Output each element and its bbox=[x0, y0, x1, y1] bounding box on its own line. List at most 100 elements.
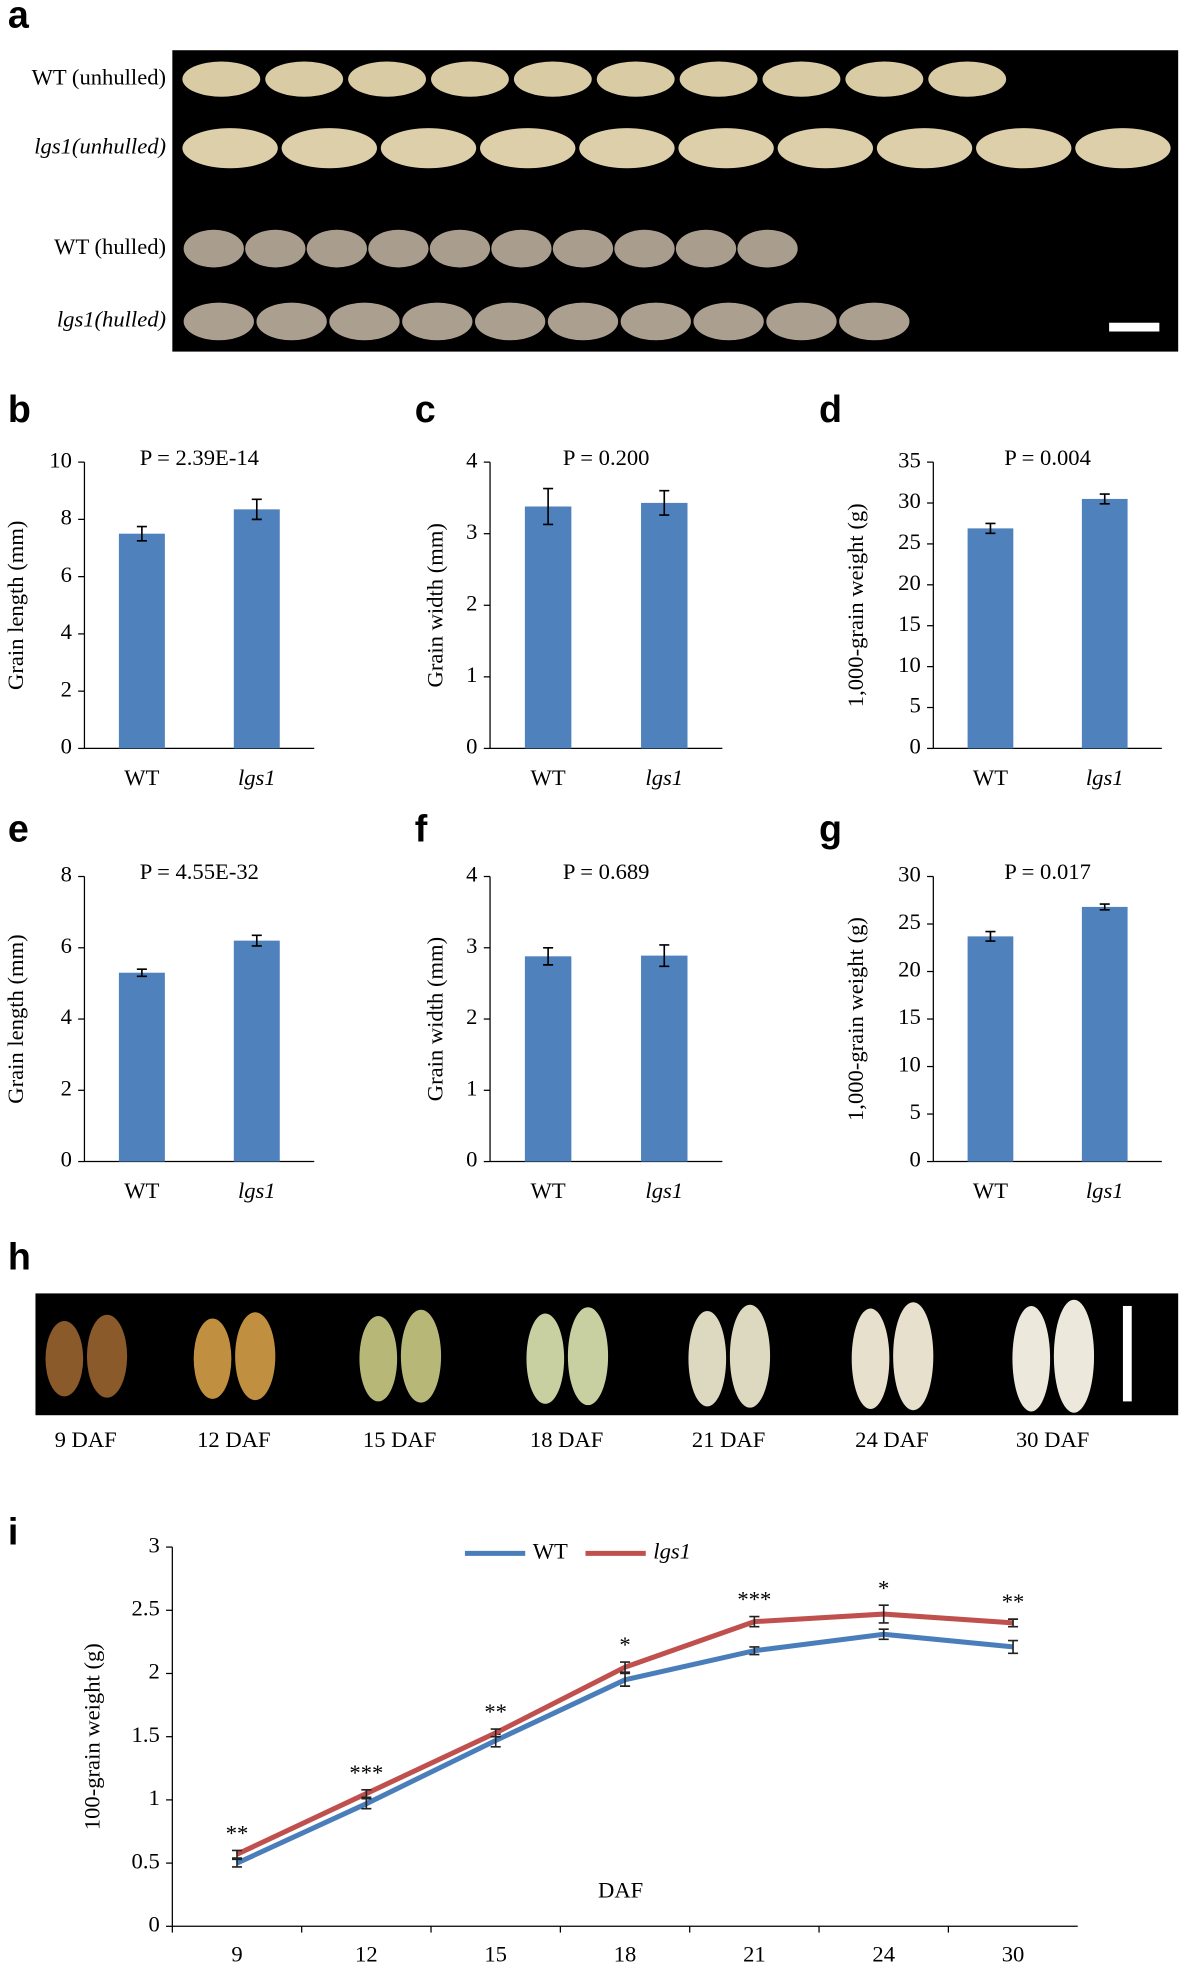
error-bar bbox=[749, 1615, 760, 1628]
y-tick-label: 4 bbox=[466, 447, 477, 472]
grain bbox=[402, 302, 473, 341]
y-tick-label: 2.5 bbox=[132, 1595, 160, 1620]
error-bar bbox=[231, 1858, 243, 1868]
grain bbox=[845, 61, 924, 97]
grain bbox=[766, 302, 837, 341]
bar bbox=[233, 940, 280, 1162]
y-tick-label: 1 bbox=[466, 662, 477, 687]
bar bbox=[1081, 906, 1128, 1162]
x-axis-label: DAF bbox=[598, 1878, 643, 1903]
grain bbox=[329, 302, 400, 341]
grain bbox=[256, 302, 327, 341]
panel-letter: f bbox=[415, 807, 428, 849]
y-tick-label: 4 bbox=[61, 1004, 72, 1029]
bar bbox=[118, 533, 165, 749]
x-tick-label: WT bbox=[973, 765, 1008, 790]
panel-letter: a bbox=[8, 0, 30, 36]
y-tick-label: 5 bbox=[909, 1099, 920, 1124]
grain bbox=[679, 61, 758, 97]
grain bbox=[620, 302, 691, 341]
grain bbox=[893, 1302, 934, 1411]
grain bbox=[265, 61, 344, 97]
error-bar bbox=[985, 522, 996, 535]
significance: ** bbox=[484, 1699, 507, 1724]
legend-label: WT bbox=[533, 1539, 568, 1564]
chart-title: P = 2.39E-14 bbox=[140, 445, 259, 470]
y-tick-label: 6 bbox=[61, 933, 72, 958]
stage-label: 21 DAF bbox=[692, 1427, 765, 1452]
y-tick-label: 0 bbox=[466, 734, 477, 759]
x-tick-label: lgs1 bbox=[1086, 765, 1124, 790]
grain bbox=[306, 229, 367, 268]
significance: *** bbox=[349, 1760, 383, 1785]
y-tick-label: 1 bbox=[148, 1785, 159, 1810]
grain bbox=[359, 1316, 398, 1402]
error-bar bbox=[251, 934, 262, 947]
grain bbox=[429, 229, 491, 268]
y-tick-label: 3 bbox=[466, 933, 477, 958]
grain bbox=[1012, 1305, 1051, 1412]
panel-letter: i bbox=[8, 1510, 18, 1552]
error-bar bbox=[749, 1646, 760, 1656]
error-bar bbox=[136, 525, 147, 542]
grain bbox=[183, 302, 254, 341]
grain bbox=[567, 1307, 609, 1406]
y-tick-label: 0 bbox=[148, 1911, 159, 1936]
y-tick-label: 2 bbox=[61, 1075, 72, 1100]
grain bbox=[596, 61, 675, 97]
row-label: lgs1(unhulled) bbox=[34, 133, 166, 158]
y-axis-label: Grain length (mm) bbox=[3, 934, 28, 1103]
stage-label: 15 DAF bbox=[363, 1427, 436, 1452]
y-tick-label: 4 bbox=[61, 619, 72, 644]
grain bbox=[1053, 1299, 1095, 1413]
grain bbox=[1075, 128, 1171, 169]
bar bbox=[641, 502, 688, 749]
bar bbox=[641, 955, 688, 1162]
y-tick-label: 0 bbox=[909, 1147, 920, 1172]
error-bar bbox=[543, 487, 554, 526]
y-tick-label: 5 bbox=[909, 693, 920, 718]
error-bar bbox=[543, 946, 554, 966]
error-bar bbox=[231, 1849, 243, 1859]
chart-title: P = 0.200 bbox=[563, 445, 650, 470]
significance: ** bbox=[1002, 1589, 1025, 1614]
y-tick-label: 1.5 bbox=[132, 1722, 160, 1747]
x-tick-label: WT bbox=[124, 1178, 159, 1203]
y-tick-label: 20 bbox=[898, 957, 921, 982]
grain bbox=[729, 1304, 771, 1408]
error-bar bbox=[659, 944, 670, 968]
grain bbox=[45, 1321, 84, 1397]
grain bbox=[688, 1310, 727, 1407]
error-bar bbox=[878, 1628, 889, 1641]
y-tick-label: 30 bbox=[898, 488, 921, 513]
y-tick-label: 3 bbox=[466, 519, 477, 544]
y-tick-label: 25 bbox=[898, 909, 921, 934]
grain bbox=[281, 128, 378, 169]
chart-title: P = 0.004 bbox=[1004, 445, 1091, 470]
grain bbox=[839, 302, 910, 341]
grain bbox=[474, 302, 546, 341]
stage-label: 24 DAF bbox=[855, 1427, 928, 1452]
chart-title: P = 0.017 bbox=[1004, 859, 1091, 884]
scale-bar bbox=[1109, 322, 1160, 332]
y-tick-label: 25 bbox=[898, 529, 921, 554]
y-tick-label: 2 bbox=[148, 1659, 159, 1684]
bar bbox=[524, 506, 572, 749]
grain bbox=[693, 302, 764, 341]
y-tick-label: 10 bbox=[898, 652, 921, 677]
scale-bar bbox=[1122, 1305, 1132, 1402]
grain bbox=[348, 61, 426, 97]
y-axis-label: Grain width (mm) bbox=[422, 937, 447, 1101]
y-tick-label: 0.5 bbox=[132, 1848, 160, 1873]
grain bbox=[86, 1314, 128, 1398]
significance: *** bbox=[737, 1587, 771, 1612]
grain bbox=[431, 61, 509, 97]
y-axis-label: 1,000-grain weight (g) bbox=[843, 917, 868, 1121]
x-tick-label: lgs1 bbox=[645, 765, 683, 790]
grain bbox=[245, 229, 306, 268]
y-tick-label: 2 bbox=[466, 1004, 477, 1029]
x-tick-label: WT bbox=[973, 1178, 1008, 1203]
y-tick-label: 0 bbox=[61, 1147, 72, 1172]
grain bbox=[491, 229, 552, 268]
error-bar bbox=[878, 1604, 889, 1624]
